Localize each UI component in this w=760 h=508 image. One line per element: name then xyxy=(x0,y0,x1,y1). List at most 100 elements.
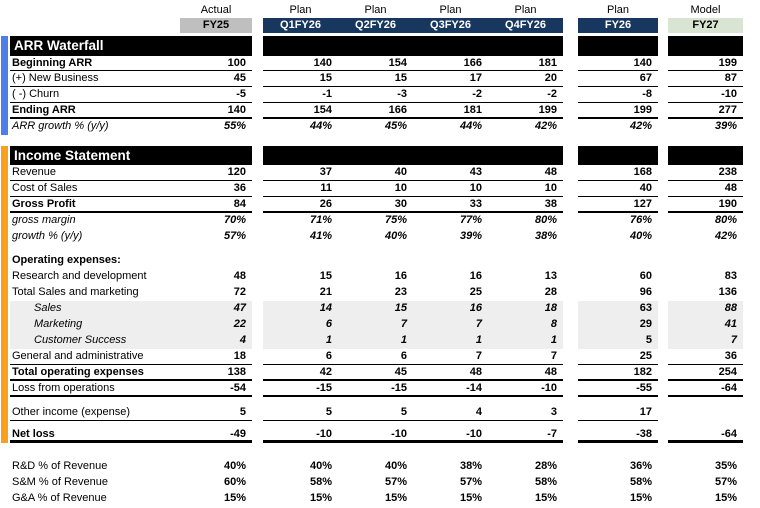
cell-fy27[interactable]: 42% xyxy=(714,230,737,242)
row-label[interactable]: Ending ARR xyxy=(10,103,180,119)
cell-q4fy26[interactable]: 8 xyxy=(488,317,563,333)
cell-q3fy26[interactable]: 181 xyxy=(413,103,488,119)
cell-q3fy26[interactable]: -10 xyxy=(413,427,488,443)
cell-fy25[interactable]: 60% xyxy=(223,476,246,488)
cell-fy26[interactable]: 29 xyxy=(578,317,658,333)
cell-q4fy26[interactable]: 28 xyxy=(544,286,557,298)
cell-fy26[interactable]: 5 xyxy=(578,333,658,349)
row-label[interactable]: Beginning ARR xyxy=(10,55,180,71)
cell-fy25[interactable]: 4 xyxy=(180,333,252,349)
cell-q1fy26[interactable]: 6 xyxy=(263,317,338,333)
cell-q4fy26[interactable]: 20 xyxy=(488,71,563,87)
row-label[interactable]: Research and development xyxy=(12,270,147,282)
cell-fy25[interactable]: 70% xyxy=(223,214,246,226)
cell-q3fy26[interactable]: 7 xyxy=(413,349,488,365)
row-label[interactable]: Marketing xyxy=(10,317,180,333)
cell-q1fy26[interactable]: 42 xyxy=(263,365,338,381)
cell-q2fy26[interactable]: 15% xyxy=(384,492,407,504)
cell-q4fy26[interactable]: 7 xyxy=(488,349,563,365)
cell-q1fy26[interactable]: 1 xyxy=(263,333,338,349)
cell-fy27[interactable] xyxy=(668,405,743,421)
cell-fy26[interactable]: 60 xyxy=(639,270,652,282)
cell-q1fy26[interactable]: 5 xyxy=(263,405,338,421)
period-header-q3fy26[interactable]: Q3FY26 xyxy=(413,18,488,33)
cell-q2fy26[interactable]: 57% xyxy=(384,476,407,488)
cell-q2fy26[interactable]: 30 xyxy=(338,197,413,213)
cell-q2fy26[interactable]: 5 xyxy=(338,405,413,421)
cell-fy26[interactable] xyxy=(578,253,658,269)
row-label[interactable]: Sales xyxy=(10,301,180,317)
cell-fy25[interactable]: 57% xyxy=(223,230,246,242)
row-label[interactable]: Gross Profit xyxy=(10,197,180,213)
cell-q1fy26[interactable] xyxy=(263,253,338,269)
cell-q4fy26[interactable]: 48 xyxy=(488,165,563,181)
cell-fy26[interactable]: 76% xyxy=(629,214,652,226)
cell-fy26[interactable]: 63 xyxy=(578,301,658,317)
cell-fy26[interactable]: 140 xyxy=(578,55,658,71)
cell-fy27[interactable]: 254 xyxy=(668,365,743,381)
cell-fy27[interactable]: 136 xyxy=(718,286,737,298)
row-label[interactable]: (+) New Business xyxy=(10,71,180,87)
cell-fy26[interactable]: 127 xyxy=(578,197,658,213)
cell-fy26[interactable]: 42% xyxy=(629,120,652,132)
period-header-fy27[interactable]: FY27 xyxy=(668,18,743,33)
cell-q1fy26[interactable]: -15 xyxy=(263,381,338,397)
cell-fy27[interactable]: 238 xyxy=(668,165,743,181)
cell-fy26[interactable]: 199 xyxy=(578,103,658,119)
cell-q2fy26[interactable]: 15 xyxy=(338,71,413,87)
column-group-label[interactable]: Plan xyxy=(514,4,537,16)
cell-q3fy26[interactable]: 17 xyxy=(413,71,488,87)
cell-q4fy26[interactable]: 13 xyxy=(544,270,557,282)
row-label[interactable]: Total operating expenses xyxy=(10,365,180,381)
cell-q3fy26[interactable] xyxy=(413,253,488,269)
cell-q2fy26[interactable]: -10 xyxy=(338,427,413,443)
cell-q3fy26[interactable]: 33 xyxy=(413,197,488,213)
cell-fy25[interactable]: 5 xyxy=(180,405,252,421)
cell-q2fy26[interactable]: 40% xyxy=(384,460,407,472)
cell-q4fy26[interactable]: 199 xyxy=(488,103,563,119)
row-label[interactable]: growth % (y/y) xyxy=(12,230,83,242)
cell-fy26[interactable]: -55 xyxy=(578,381,658,397)
cell-fy27[interactable]: 80% xyxy=(714,214,737,226)
cell-fy25[interactable]: -54 xyxy=(180,381,252,397)
cell-fy27[interactable]: 87 xyxy=(668,71,743,87)
cell-fy26[interactable]: 182 xyxy=(578,365,658,381)
cell-fy25[interactable]: -49 xyxy=(180,427,252,443)
cell-fy25[interactable]: -5 xyxy=(180,87,252,103)
column-group-label[interactable]: Plan xyxy=(289,4,312,16)
cell-fy26[interactable]: 15% xyxy=(629,492,652,504)
cell-q1fy26[interactable]: 15 xyxy=(319,270,332,282)
cell-q4fy26[interactable]: 3 xyxy=(488,405,563,421)
column-group-label[interactable]: Plan xyxy=(606,4,630,16)
cell-q1fy26[interactable]: 154 xyxy=(263,103,338,119)
cell-q4fy26[interactable]: -7 xyxy=(488,427,563,443)
cell-q3fy26[interactable]: 166 xyxy=(413,55,488,71)
cell-q2fy26[interactable]: -15 xyxy=(338,381,413,397)
cell-q1fy26[interactable]: 21 xyxy=(319,286,332,298)
period-header-q2fy26[interactable]: Q2FY26 xyxy=(338,18,413,33)
cell-q1fy26[interactable]: 41% xyxy=(309,230,332,242)
cell-fy27[interactable]: 199 xyxy=(668,55,743,71)
cell-q4fy26[interactable]: 58% xyxy=(534,476,557,488)
cell-q4fy26[interactable]: 1 xyxy=(488,333,563,349)
cell-fy27[interactable]: 36 xyxy=(668,349,743,365)
cell-q1fy26[interactable]: 40% xyxy=(309,460,332,472)
cell-fy27[interactable]: 41 xyxy=(668,317,743,333)
cell-q2fy26[interactable]: 23 xyxy=(394,286,407,298)
cell-fy27[interactable]: 190 xyxy=(668,197,743,213)
cell-q2fy26[interactable]: 75% xyxy=(384,214,407,226)
cell-q2fy26[interactable]: 154 xyxy=(338,55,413,71)
cell-q3fy26[interactable]: 10 xyxy=(413,181,488,197)
cell-fy26[interactable]: 25 xyxy=(578,349,658,365)
cell-q1fy26[interactable]: 6 xyxy=(263,349,338,365)
column-group-label[interactable]: Plan xyxy=(364,4,387,16)
row-label[interactable]: ( -) Churn xyxy=(10,87,180,103)
cell-fy27[interactable]: 48 xyxy=(668,181,743,197)
row-label[interactable]: Customer Success xyxy=(10,333,180,349)
cell-fy27[interactable] xyxy=(668,253,743,269)
cell-q3fy26[interactable]: 48 xyxy=(413,365,488,381)
cell-q2fy26[interactable]: 16 xyxy=(394,270,407,282)
row-label[interactable]: Total Sales and marketing xyxy=(12,286,139,298)
row-label[interactable]: S&M % of Revenue xyxy=(12,476,108,488)
row-label[interactable]: Revenue xyxy=(10,165,180,181)
